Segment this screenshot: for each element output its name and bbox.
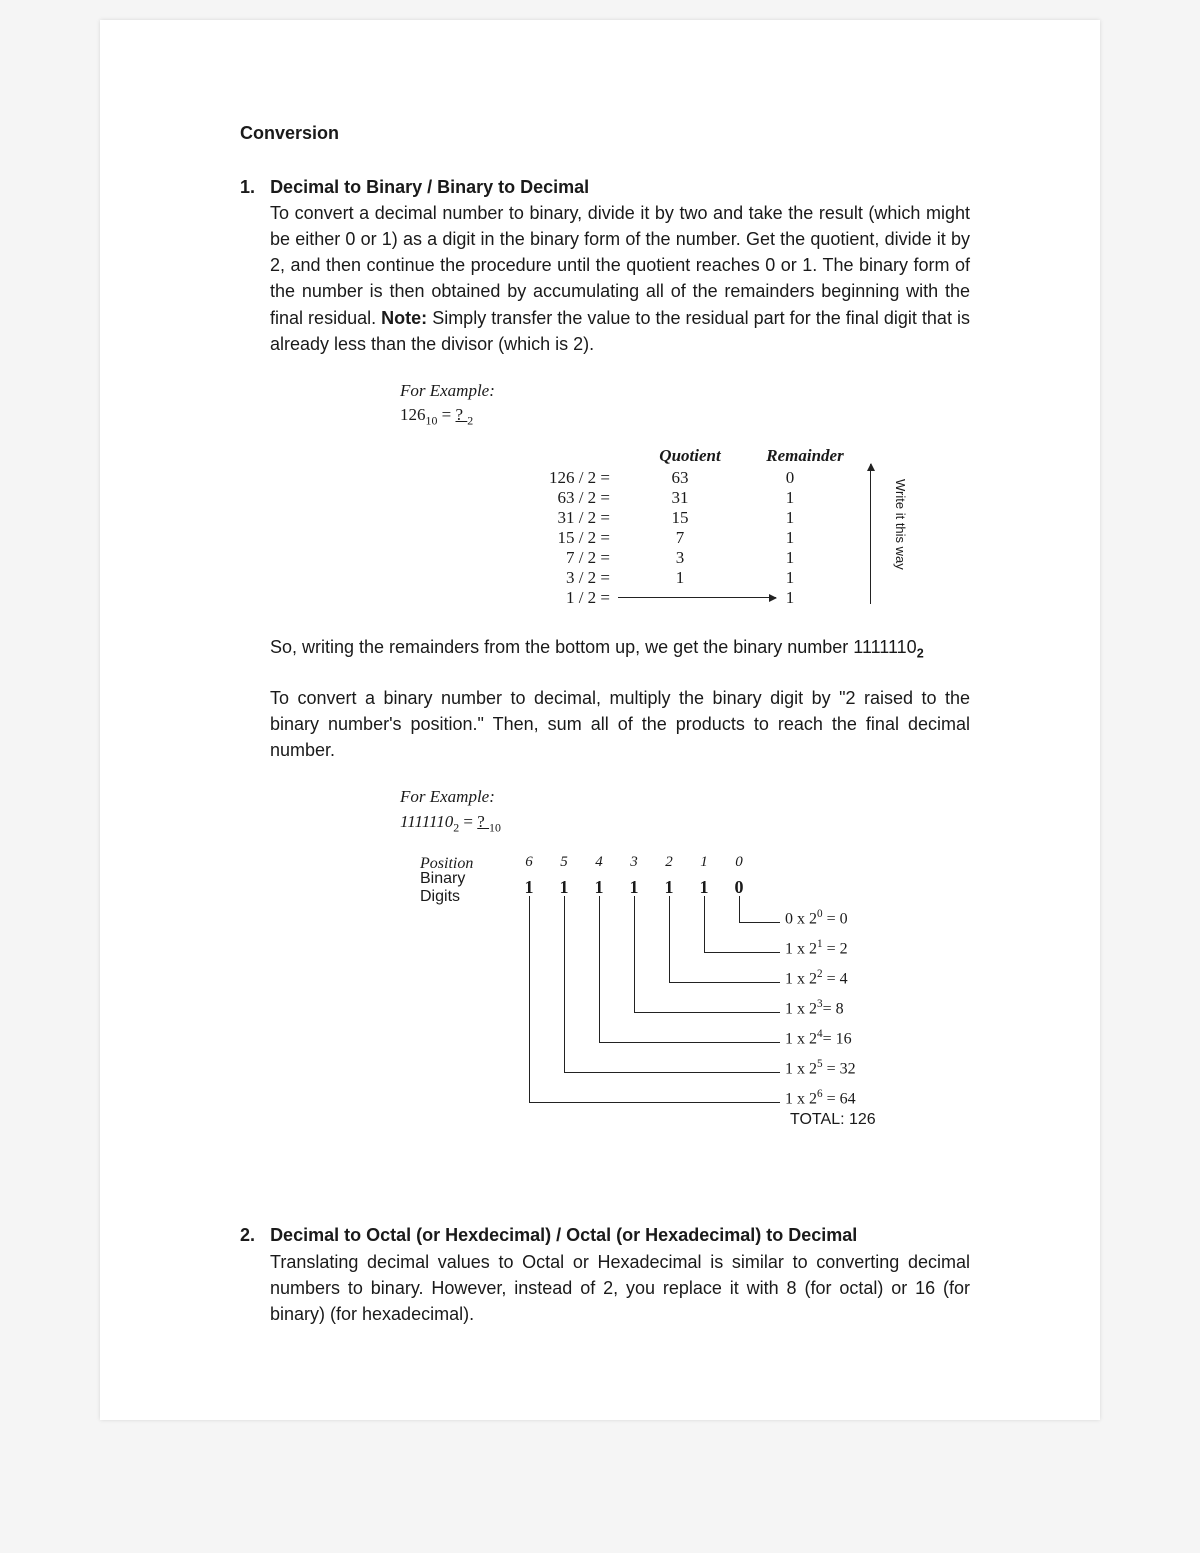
section-1-paragraph-2: To convert a binary number to decimal, m… bbox=[270, 685, 970, 763]
connector-line bbox=[634, 1012, 780, 1013]
example-1-sub: 10 bbox=[426, 414, 438, 428]
example-1-sub2: 2 bbox=[467, 414, 473, 428]
section-2-heading: 2. Decimal to Octal (or Hexdecimal) / Oc… bbox=[240, 1222, 970, 1248]
section-2-number: 2. bbox=[240, 1225, 255, 1245]
connector-line bbox=[564, 896, 565, 1072]
pos-cell: 6 bbox=[515, 852, 543, 874]
page-title: Conversion bbox=[240, 120, 970, 146]
connector-line bbox=[599, 1042, 780, 1043]
write-direction-label: Write it this way bbox=[890, 479, 909, 570]
calc-mult: 1 x 2 bbox=[785, 1001, 817, 1018]
document-page: Conversion 1. Decimal to Binary / Binary… bbox=[100, 20, 1100, 1420]
calc-row-0: 0 x 20 = 0 bbox=[785, 906, 848, 931]
calc-row-5: 1 x 25 = 32 bbox=[785, 1056, 856, 1081]
example-1-blank: ? bbox=[455, 405, 467, 424]
connector-line bbox=[529, 1102, 780, 1103]
result-sub: 2 bbox=[917, 647, 924, 661]
connector-line bbox=[704, 952, 780, 953]
section-2-title: Decimal to Octal (or Hexdecimal) / Octal… bbox=[270, 1225, 857, 1245]
calc-row-1: 1 x 21 = 2 bbox=[785, 936, 848, 961]
section-1-result: So, writing the remainders from the bott… bbox=[270, 634, 970, 663]
calc-eq: = 16 bbox=[823, 1031, 852, 1048]
note-label: Note: bbox=[381, 308, 427, 328]
section-1-paragraph: To convert a decimal number to binary, d… bbox=[270, 200, 970, 357]
div-rem: 1 bbox=[755, 586, 825, 611]
connector-line bbox=[529, 896, 530, 1102]
connector-line bbox=[634, 896, 635, 1012]
calc-eq: = 2 bbox=[823, 941, 848, 958]
section-1-heading: 1. Decimal to Binary / Binary to Decimal bbox=[240, 174, 970, 200]
connector-line bbox=[704, 896, 705, 952]
example-2-equation: 11111102 = ? 10 bbox=[400, 810, 970, 837]
calc-mult: 0 x 2 bbox=[785, 911, 817, 928]
calc-eq: = 4 bbox=[823, 971, 848, 988]
example-1-label: For Example: bbox=[400, 379, 970, 404]
pos-cell: 5 bbox=[550, 852, 578, 874]
digits-label-2: Digits bbox=[420, 888, 460, 905]
example-1-equation: 12610 = ? 2 bbox=[400, 403, 970, 430]
pos-cell: 2 bbox=[655, 852, 683, 874]
calc-eq: = 32 bbox=[823, 1061, 856, 1078]
calc-row-3: 1 x 23= 8 bbox=[785, 996, 844, 1021]
calc-mult: 1 x 2 bbox=[785, 1061, 817, 1078]
calc-eq: = 64 bbox=[823, 1091, 856, 1108]
total-label: TOTAL: 126 bbox=[790, 1108, 876, 1131]
section-1-number: 1. bbox=[240, 177, 255, 197]
example-2-value: 1111110 bbox=[400, 812, 453, 831]
digits-label: Binary Digits bbox=[420, 870, 465, 905]
calc-row-2: 1 x 22 = 4 bbox=[785, 966, 848, 991]
calc-row-6: 1 x 26 = 64 bbox=[785, 1086, 856, 1111]
calc-eq: = 8 bbox=[823, 1001, 844, 1018]
example-2-sub: 2 bbox=[453, 820, 459, 834]
arrow-up-icon bbox=[870, 464, 871, 604]
connector-line bbox=[739, 896, 740, 922]
example-2-label: For Example: bbox=[400, 785, 970, 810]
calc-mult: 1 x 2 bbox=[785, 1031, 817, 1048]
spacer bbox=[240, 1162, 970, 1222]
div-expr: 1 / 2 = bbox=[520, 586, 610, 611]
section-1-title: Decimal to Binary / Binary to Decimal bbox=[270, 177, 589, 197]
calc-eq: = 0 bbox=[823, 911, 848, 928]
calc-mult: 1 x 2 bbox=[785, 971, 817, 988]
division-diagram: Quotient Remainder 126 / 2 = 63 0 63 / 2… bbox=[490, 444, 970, 624]
section-2-paragraph: Translating decimal values to Octal or H… bbox=[270, 1249, 970, 1327]
binary-position-diagram: Position Binary Digits 6 5 4 3 2 1 0 1 1… bbox=[420, 852, 980, 1142]
connector-line bbox=[669, 896, 670, 982]
example-2-blank: ? bbox=[477, 812, 489, 831]
example-1-equals: = bbox=[442, 405, 456, 424]
connector-line bbox=[739, 922, 780, 923]
connector-line bbox=[564, 1072, 780, 1073]
connector-line bbox=[669, 982, 780, 983]
arrow-right-icon bbox=[618, 597, 776, 598]
result-text: So, writing the remainders from the bott… bbox=[270, 637, 917, 657]
pos-cell: 3 bbox=[620, 852, 648, 874]
connector-line bbox=[599, 896, 600, 1042]
remainder-header: Remainder bbox=[755, 444, 855, 469]
pos-cell: 0 bbox=[725, 852, 753, 874]
quotient-header: Quotient bbox=[645, 444, 735, 469]
example-2-equals: = bbox=[463, 812, 477, 831]
calc-mult: 1 x 2 bbox=[785, 941, 817, 958]
pos-cell: 4 bbox=[585, 852, 613, 874]
digits-label-1: Binary bbox=[420, 870, 465, 887]
example-2-sub2: 10 bbox=[489, 820, 501, 834]
calc-mult: 1 x 2 bbox=[785, 1091, 817, 1108]
pos-cell: 1 bbox=[690, 852, 718, 874]
div-quot: 1 bbox=[645, 566, 715, 591]
example-1-value: 126 bbox=[400, 405, 426, 424]
calc-row-4: 1 x 24= 16 bbox=[785, 1026, 852, 1051]
